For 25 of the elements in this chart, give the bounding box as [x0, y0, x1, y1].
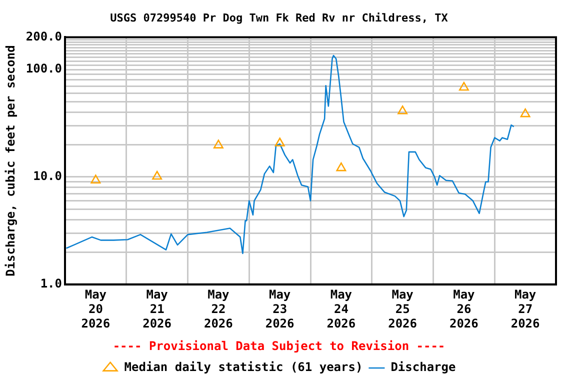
x-tick-label: May 25 2026 [388, 288, 418, 331]
point [458, 82, 469, 91]
y-tick-label: 100.0 [26, 62, 62, 76]
x-tick-label: May 20 2026 [81, 288, 110, 331]
point [213, 140, 224, 148]
x-tick-label: May 23 2026 [265, 288, 294, 331]
text: ---- Provisional Data Subject to Revision ---- [112, 338, 446, 353]
point [152, 170, 162, 180]
x-tick-label: May 21 2026 [142, 288, 172, 331]
y-axis-title: Discharge, cubic feet per second [3, 45, 18, 276]
x-tick-label: May 22 2026 [204, 288, 233, 331]
point [398, 105, 408, 114]
x-tick-label: May 26 2026 [449, 288, 478, 331]
y-tick-label: 1.0 [40, 276, 62, 291]
chart-title: USGS 07299540 Pr Dog Twn Fk Red Rv nr Childress, TX [110, 11, 448, 24]
y-tick-label: 10.0 [33, 169, 62, 184]
x-tick-label: May 27 2026 [510, 288, 540, 331]
legend-label: Median daily statistic (61 years) [124, 360, 363, 374]
point [520, 108, 530, 118]
y-tick-label: 200.0 [26, 29, 62, 44]
point [274, 138, 285, 146]
x-tick-label: May 24 2026 [326, 288, 356, 331]
legend-label: Discharge [390, 360, 456, 374]
point [90, 174, 101, 184]
point [336, 162, 346, 172]
